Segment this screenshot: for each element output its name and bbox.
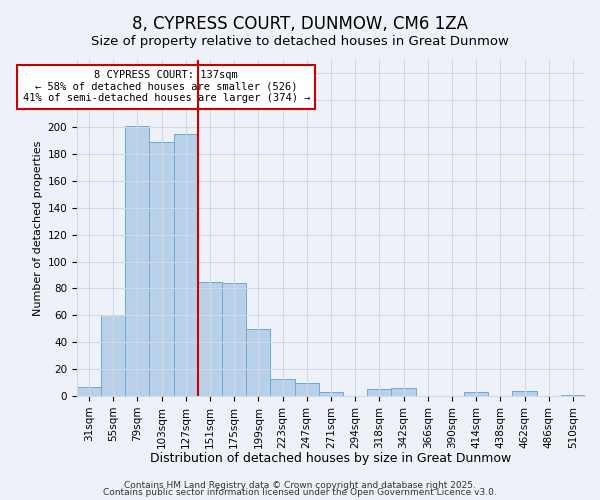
Bar — [246, 329, 271, 396]
Bar — [391, 388, 416, 396]
Bar — [149, 142, 173, 396]
X-axis label: Distribution of detached houses by size in Great Dunmow: Distribution of detached houses by size … — [150, 452, 512, 465]
Text: Contains public sector information licensed under the Open Government Licence v3: Contains public sector information licen… — [103, 488, 497, 497]
Bar — [295, 382, 319, 396]
Text: Size of property relative to detached houses in Great Dunmow: Size of property relative to detached ho… — [91, 35, 509, 48]
Bar — [512, 390, 536, 396]
Bar — [173, 134, 198, 396]
Bar — [198, 282, 222, 396]
Bar — [101, 316, 125, 396]
Text: 8 CYPRESS COURT: 137sqm
← 58% of detached houses are smaller (526)
41% of semi-d: 8 CYPRESS COURT: 137sqm ← 58% of detache… — [23, 70, 310, 104]
Y-axis label: Number of detached properties: Number of detached properties — [33, 140, 43, 316]
Bar — [367, 390, 391, 396]
Bar — [222, 283, 246, 396]
Bar — [271, 378, 295, 396]
Bar — [464, 392, 488, 396]
Bar — [561, 394, 585, 396]
Text: 8, CYPRESS COURT, DUNMOW, CM6 1ZA: 8, CYPRESS COURT, DUNMOW, CM6 1ZA — [132, 15, 468, 33]
Bar — [77, 386, 101, 396]
Text: Contains HM Land Registry data © Crown copyright and database right 2025.: Contains HM Land Registry data © Crown c… — [124, 480, 476, 490]
Bar — [319, 392, 343, 396]
Bar — [125, 126, 149, 396]
